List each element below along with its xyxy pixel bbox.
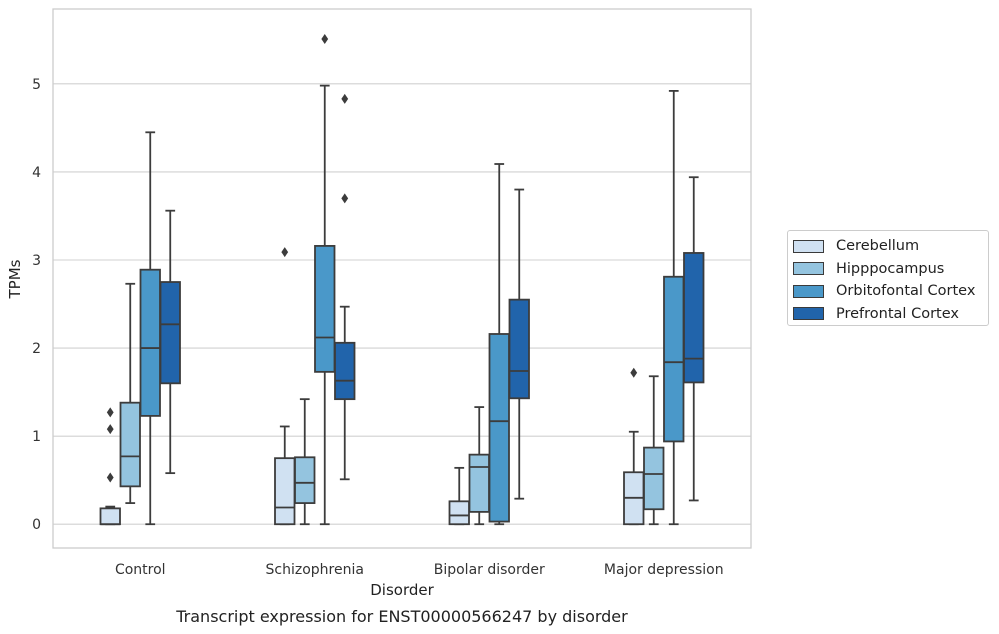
legend-label: Prefrontal Cortex <box>836 305 959 322</box>
box-cerebellum <box>448 466 470 526</box>
box-iqr <box>663 275 685 443</box>
outlier-point <box>630 367 638 378</box>
box-iqr <box>139 268 161 417</box>
boxplot-series <box>99 33 705 526</box>
box-iqr <box>99 507 121 526</box>
legend-item: Hipppocampus <box>793 258 988 281</box>
outlier-point <box>106 407 114 418</box>
y-tick-label: 5 <box>32 77 41 93</box>
y-tick-label: 1 <box>32 429 41 445</box>
box-prefrontal-cortex <box>159 209 181 475</box>
x-tick-label: Control <box>115 562 166 578</box>
box-hipppocampus <box>468 406 490 526</box>
box-orbitofontal-cortex <box>488 163 510 526</box>
box-iqr <box>294 456 316 504</box>
box-iqr <box>468 453 490 513</box>
x-tick-label: Major depression <box>604 562 724 578</box>
box-hipppocampus <box>643 375 665 526</box>
outlier-point <box>106 472 114 483</box>
box-orbitofontal-cortex <box>314 33 336 526</box>
x-tick-labels: Control Schizophrenia Bipolar disorder Majo… <box>115 562 724 578</box>
y-tick-label: 3 <box>32 253 41 269</box>
box-iqr <box>683 252 705 384</box>
box-iqr <box>508 298 530 400</box>
legend-swatch <box>793 262 824 276</box>
legend: Cerebellum Hipppocampus Orbitofontal Corte… <box>787 230 989 326</box>
legend-label: Orbitofontal Cortex <box>836 283 976 300</box>
legend-swatch <box>793 307 824 321</box>
legend-item: Orbitofontal Cortex <box>793 280 988 303</box>
box-iqr <box>119 401 141 488</box>
y-axis-label: TPMs <box>6 259 24 299</box>
legend-label: Hipppocampus <box>836 260 945 277</box>
outlier-point <box>106 424 114 435</box>
legend-swatch <box>793 239 824 253</box>
box-orbitofontal-cortex <box>663 90 685 526</box>
legend-item: Cerebellum <box>793 235 988 258</box>
outlier-point <box>281 247 289 258</box>
chart-title: Transcript expression for ENST0000056624… <box>175 607 628 626</box>
box-iqr <box>488 333 510 523</box>
box-hipppocampus <box>119 282 141 504</box>
box-orbitofontal-cortex <box>139 131 161 526</box>
x-axis-label: Disorder <box>370 581 434 599</box>
box-iqr <box>448 500 470 526</box>
box-iqr <box>274 457 296 526</box>
y-tick-label: 4 <box>32 165 41 181</box>
plot-frame <box>52 8 752 549</box>
outlier-point <box>321 33 329 44</box>
box-iqr <box>159 281 181 385</box>
x-tick-label: Bipolar disorder <box>434 562 545 578</box>
outlier-point <box>341 93 349 104</box>
y-tick-label: 2 <box>32 341 41 357</box>
box-prefrontal-cortex <box>334 93 356 481</box>
box-hipppocampus <box>294 398 316 526</box>
outlier-point <box>341 193 349 204</box>
box-iqr <box>314 245 336 373</box>
box-cerebellum <box>623 367 645 526</box>
box-cerebellum <box>274 247 296 526</box>
box-iqr <box>643 446 665 511</box>
legend-label: Cerebellum <box>836 238 920 255</box>
box-prefrontal-cortex <box>683 176 705 502</box>
box-iqr <box>334 341 356 401</box>
x-tick-label: Schizophrenia <box>266 562 364 578</box>
legend-swatch <box>793 284 824 298</box>
y-tick-label: 0 <box>32 517 41 533</box>
y-tick-labels: 0 1 2 3 4 5 <box>32 77 41 533</box>
box-cerebellum <box>99 407 121 526</box>
box-prefrontal-cortex <box>508 188 530 500</box>
legend-item: Prefrontal Cortex <box>793 303 988 326</box>
